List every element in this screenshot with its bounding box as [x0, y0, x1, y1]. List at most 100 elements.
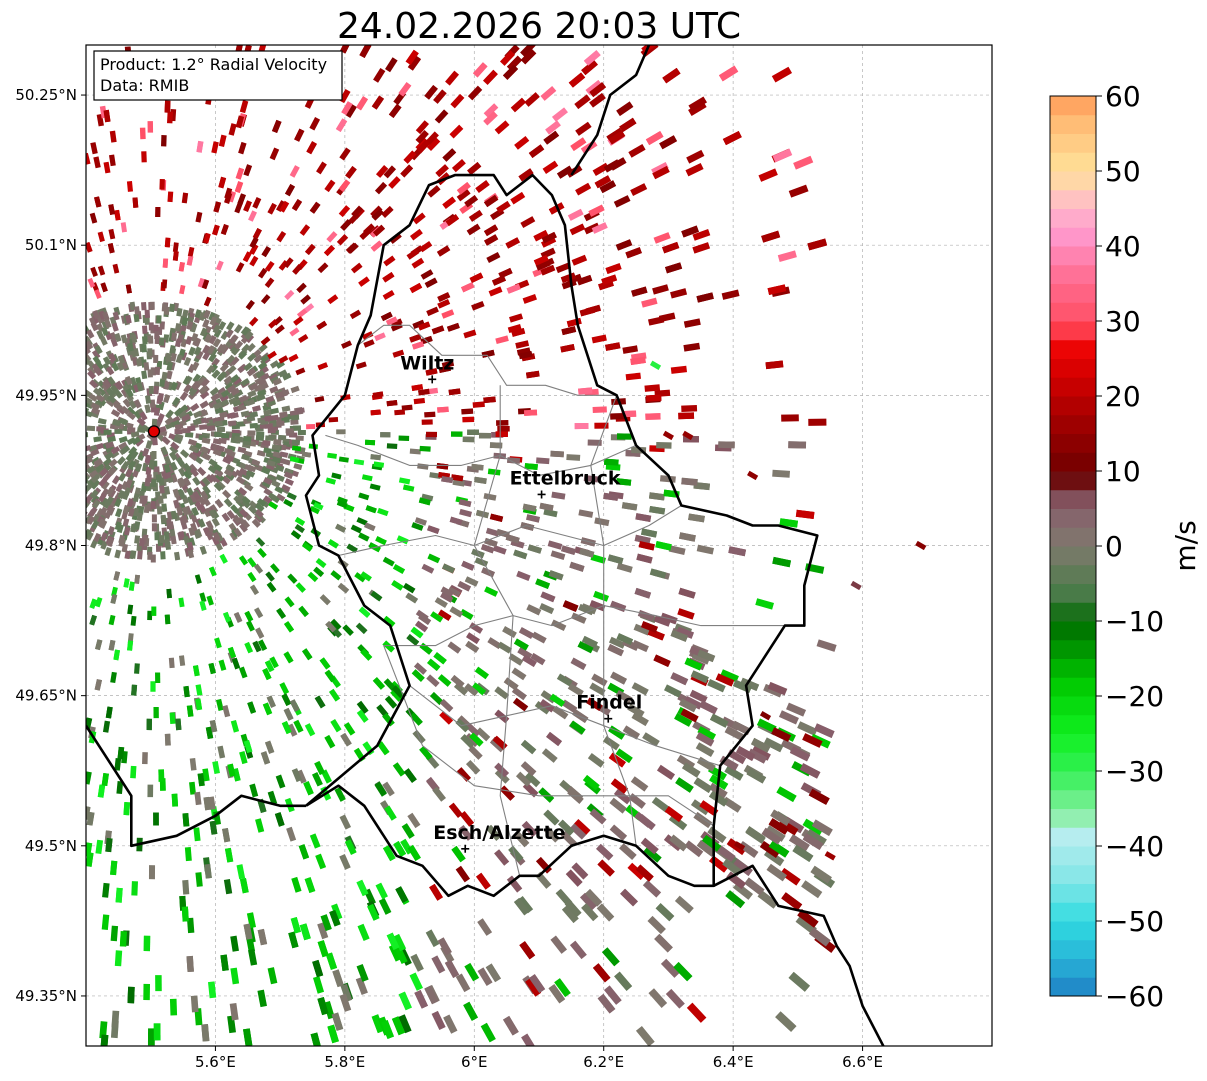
velocity-bin	[640, 621, 658, 633]
colorbar-segment	[1050, 321, 1096, 341]
velocity-bin	[188, 526, 196, 537]
velocity-bin	[691, 652, 710, 665]
velocity-bin	[475, 509, 489, 519]
velocity-bin	[122, 518, 130, 528]
velocity-bin	[315, 853, 327, 870]
velocity-bin	[303, 781, 314, 796]
colorbar-segment	[1050, 227, 1096, 247]
velocity-bin	[571, 862, 589, 880]
velocity-bin	[256, 393, 266, 402]
velocity-bin	[631, 286, 648, 297]
velocity-bin	[439, 698, 454, 713]
velocity-bin	[86, 472, 90, 482]
velocity-bin	[260, 336, 271, 346]
velocity-bin	[575, 182, 592, 196]
velocity-bin	[198, 496, 207, 506]
velocity-bin	[208, 335, 217, 345]
velocity-bin	[88, 393, 98, 402]
velocity-bin	[199, 400, 210, 409]
velocity-bin	[93, 156, 101, 169]
velocity-bin	[485, 527, 500, 537]
velocity-bin	[232, 514, 242, 524]
velocity-bin	[105, 496, 114, 506]
velocity-bin	[89, 212, 98, 224]
velocity-bin	[155, 206, 161, 218]
velocity-bin	[138, 505, 145, 515]
velocity-bin	[243, 435, 252, 442]
velocity-bin	[594, 517, 610, 527]
velocity-bin	[548, 984, 566, 1004]
velocity-bin	[255, 435, 265, 441]
velocity-bin	[87, 277, 96, 288]
velocity-bin	[154, 366, 161, 376]
velocity-bin	[21, 467, 30, 474]
velocity-bin	[651, 796, 670, 813]
velocity-bin	[772, 469, 791, 478]
velocity-bin	[278, 369, 288, 378]
velocity-bin	[325, 477, 336, 485]
velocity-bin	[265, 451, 275, 459]
velocity-bin	[22, 423, 30, 428]
velocity-bin	[256, 389, 267, 398]
velocity-bin	[449, 606, 464, 618]
velocity-bin	[766, 863, 788, 882]
velocity-bin	[183, 356, 192, 367]
velocity-bin	[94, 196, 102, 208]
velocity-bin	[56, 354, 65, 363]
velocity-bin	[613, 788, 632, 805]
velocity-bin	[455, 973, 471, 993]
colorbar-tick-label: 60	[1105, 80, 1141, 113]
velocity-bin	[622, 725, 641, 740]
velocity-bin	[654, 933, 673, 953]
velocity-bin	[219, 411, 229, 419]
velocity-bin	[247, 352, 257, 362]
velocity-bin	[483, 396, 496, 404]
velocity-bin	[334, 787, 346, 802]
velocity-bin	[66, 492, 75, 501]
velocity-bin	[317, 996, 329, 1016]
velocity-bin	[98, 477, 108, 488]
velocity-bin	[575, 121, 592, 136]
velocity-bin	[194, 574, 202, 584]
velocity-bin	[447, 586, 462, 598]
velocity-bin	[450, 431, 463, 437]
velocity-bin	[510, 191, 526, 205]
velocity-bin	[524, 92, 540, 107]
velocity-bin	[169, 712, 176, 724]
colorbar-segment	[1050, 114, 1096, 134]
velocity-bin	[155, 975, 162, 992]
velocity-bin	[93, 436, 102, 443]
velocity-bin	[813, 723, 835, 738]
velocity-bin	[382, 845, 396, 862]
velocity-bin	[419, 240, 433, 253]
velocity-bin	[181, 317, 189, 327]
velocity-bin	[203, 333, 212, 343]
velocity-bin	[540, 264, 556, 276]
velocity-bin	[203, 796, 211, 811]
velocity-bin	[802, 833, 824, 851]
velocity-bin	[658, 312, 676, 323]
velocity-bin	[566, 454, 581, 461]
velocity-bin	[216, 426, 226, 433]
velocity-bin	[179, 449, 190, 459]
velocity-bin	[414, 989, 428, 1009]
velocity-bin	[525, 514, 541, 523]
velocity-bin	[11, 437, 19, 443]
velocity-bin	[52, 452, 61, 459]
velocity-bin	[221, 512, 231, 523]
velocity-bin	[398, 477, 411, 485]
velocity-bin	[257, 989, 267, 1008]
velocity-bin	[202, 350, 211, 361]
velocity-bin	[86, 469, 87, 478]
velocity-bin	[315, 558, 327, 569]
velocity-bin	[400, 164, 414, 178]
velocity-bin	[248, 382, 259, 391]
colorbar-segment	[1050, 171, 1096, 191]
velocity-bin	[86, 410, 93, 418]
velocity-bin	[239, 508, 249, 519]
velocity-bin	[14, 431, 22, 436]
velocity-bin	[592, 963, 611, 983]
velocity-bin	[475, 727, 491, 742]
velocity-bin	[699, 700, 718, 715]
velocity-bin	[146, 473, 152, 483]
